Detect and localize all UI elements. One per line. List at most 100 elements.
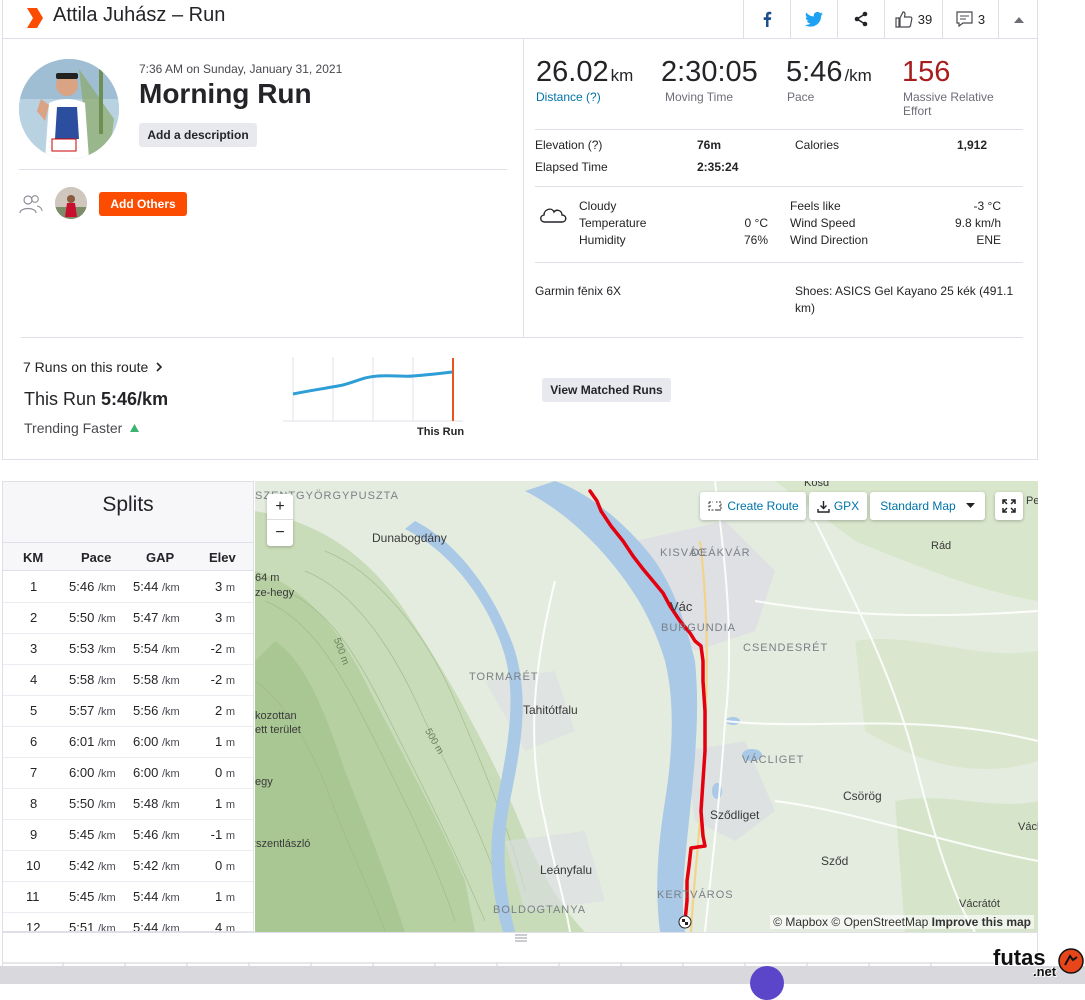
fullscreen-button[interactable] bbox=[995, 492, 1023, 520]
view-matched-runs-button[interactable]: View Matched Runs bbox=[542, 378, 671, 402]
browser-bottom-bar bbox=[0, 966, 1085, 984]
twitter-icon bbox=[805, 11, 823, 27]
watermark-domain: .net bbox=[1033, 964, 1057, 979]
zoom-out-button[interactable]: − bbox=[275, 524, 285, 541]
split-gap: 5:42 /km bbox=[133, 858, 180, 873]
split-pace: 5:58 /km bbox=[69, 672, 116, 687]
facebook-share-button[interactable] bbox=[743, 0, 790, 38]
wind-direction-label: Wind Direction bbox=[790, 233, 869, 247]
map-label: TORMARÉT bbox=[469, 671, 539, 683]
add-others-button[interactable]: Add Others bbox=[99, 192, 187, 216]
matched-runs-link[interactable]: 7 Runs on this route bbox=[23, 359, 163, 375]
split-gap: 5:56 /km bbox=[133, 703, 180, 718]
activity-date: 7:36 AM on Sunday, January 31, 2021 bbox=[139, 62, 343, 76]
table-row[interactable]: 8 5:50 /km 5:48 /km 1 m bbox=[3, 789, 253, 820]
activity-header: Attila Juhász – Run 39 3 bbox=[2, 0, 1038, 39]
resize-handle-icon bbox=[515, 934, 527, 942]
comment-count: 3 bbox=[977, 11, 986, 27]
map-label: Kosd bbox=[804, 481, 830, 489]
mapbox-link[interactable]: © Mapbox bbox=[773, 915, 829, 929]
relative-effort-value: 156 bbox=[902, 56, 951, 88]
table-row[interactable]: 12 5:51 /km 5:44 /km 4 m bbox=[3, 913, 253, 932]
route-map[interactable]: SZENTGYÖRGYPUSZTA Dunabogdány KISVÁC DEÁ… bbox=[255, 481, 1038, 932]
separator bbox=[535, 129, 1023, 130]
collapse-button[interactable] bbox=[998, 0, 1038, 38]
share-button[interactable] bbox=[837, 0, 884, 38]
split-km: 3 bbox=[30, 641, 38, 656]
splits-header-pace: Pace bbox=[81, 550, 112, 565]
athlete-thumbnail bbox=[55, 187, 87, 219]
split-km: 7 bbox=[30, 765, 38, 780]
splits-header-row: KM Pace GAP Elev bbox=[3, 542, 253, 571]
shoes-info: Shoes: ASICS Gel Kayano 25 kék (491.1 km… bbox=[795, 284, 1014, 315]
watermark-logo-icon bbox=[1058, 948, 1084, 974]
help-chat-button[interactable] bbox=[750, 966, 784, 1000]
split-km: 2 bbox=[30, 610, 38, 625]
create-route-button[interactable]: Create Route bbox=[700, 492, 806, 520]
athlete-avatar[interactable] bbox=[19, 59, 119, 159]
map-style-select[interactable]: Standard Map bbox=[870, 492, 985, 520]
separator bbox=[19, 169, 507, 170]
table-row[interactable]: 5 5:57 /km 5:56 /km 2 m bbox=[3, 696, 253, 727]
table-row[interactable]: 2 5:50 /km 5:47 /km 3 m bbox=[3, 603, 253, 634]
moving-time-value: 2:30:05 bbox=[661, 56, 758, 88]
table-row[interactable]: 1 5:46 /km 5:44 /km 3 m bbox=[3, 572, 253, 603]
distance-label-link[interactable]: Distance (?) bbox=[536, 90, 601, 104]
table-row[interactable]: 6 6:01 /km 6:00 /km 1 m bbox=[3, 727, 253, 758]
split-gap: 5:46 /km bbox=[133, 827, 180, 842]
map-label: Pe bbox=[1026, 495, 1038, 507]
split-pace: 5:45 /km bbox=[69, 889, 116, 904]
table-row[interactable]: 4 5:58 /km 5:58 /km -2 m bbox=[3, 665, 253, 696]
map-label: Sződliget bbox=[710, 808, 760, 822]
map-label: Vác bbox=[670, 599, 693, 614]
split-km: 1 bbox=[30, 579, 38, 594]
map-label: KERTVÁROS bbox=[657, 889, 734, 901]
comments-button[interactable]: 3 bbox=[942, 0, 998, 38]
split-pace: 6:00 /km bbox=[69, 765, 116, 780]
table-row[interactable]: 11 5:45 /km 5:44 /km 1 m bbox=[3, 882, 253, 913]
table-row[interactable]: 10 5:42 /km 5:42 /km 0 m bbox=[3, 851, 253, 882]
athlete-photo bbox=[19, 59, 119, 159]
split-elev: -1 m bbox=[210, 827, 235, 842]
chevron-down-icon bbox=[965, 503, 975, 508]
humidity-label: Humidity bbox=[579, 233, 626, 247]
add-description-button[interactable]: Add a description bbox=[139, 123, 257, 147]
split-km: 11 bbox=[26, 889, 40, 904]
map-label: Tahitótfalu bbox=[523, 703, 578, 717]
thumbs-up-icon bbox=[895, 11, 913, 28]
map-label: Sződ bbox=[821, 854, 849, 868]
split-km: 8 bbox=[30, 796, 38, 811]
map-label: KISVÁC bbox=[660, 547, 707, 559]
split-pace: 6:01 /km bbox=[69, 734, 116, 749]
osm-link[interactable]: © OpenStreetMap bbox=[831, 915, 929, 929]
feels-like-label: Feels like bbox=[790, 199, 841, 213]
improve-map-link[interactable]: Improve this map bbox=[931, 915, 1031, 929]
other-athlete-avatar[interactable] bbox=[55, 187, 87, 219]
this-run-marker-label: This Run bbox=[417, 426, 465, 438]
trend-indicator: Trending Faster bbox=[24, 420, 140, 436]
zoom-in-button[interactable]: + bbox=[267, 494, 293, 520]
gpx-download-button[interactable]: GPX bbox=[809, 492, 867, 520]
kudos-button[interactable]: 39 bbox=[884, 0, 942, 38]
map-label: Csörög bbox=[843, 789, 882, 803]
split-pace: 5:51 /km bbox=[69, 920, 116, 932]
splits-title: Splits bbox=[3, 482, 253, 542]
split-gap: 5:48 /km bbox=[133, 796, 180, 811]
table-row[interactable]: 9 5:45 /km 5:46 /km -1 m bbox=[3, 820, 253, 851]
map-label: ett terület bbox=[255, 724, 301, 736]
table-row[interactable]: 3 5:53 /km 5:54 /km -2 m bbox=[3, 634, 253, 665]
split-pace: 5:57 /km bbox=[69, 703, 116, 718]
wind-speed-value: 9.8 km/h bbox=[954, 216, 1001, 230]
create-route-icon bbox=[708, 501, 722, 511]
elevation-label-link[interactable]: Elevation (?) bbox=[535, 138, 603, 152]
split-elev: 3 m bbox=[214, 610, 235, 625]
share-icon bbox=[854, 11, 868, 27]
splits-header-elev: Elev bbox=[209, 550, 236, 565]
splits-panel: Splits KM Pace GAP Elev 1 5:46 /km 5:44 /k… bbox=[2, 481, 254, 932]
split-pace: 5:50 /km bbox=[69, 796, 116, 811]
table-row[interactable]: 7 6:00 /km 6:00 /km 0 m bbox=[3, 758, 253, 789]
moving-time-label: Moving Time bbox=[665, 90, 734, 104]
twitter-share-button[interactable] bbox=[790, 0, 837, 38]
cloud-icon bbox=[540, 208, 567, 223]
map-label: DEÁKVÁR bbox=[691, 547, 751, 559]
